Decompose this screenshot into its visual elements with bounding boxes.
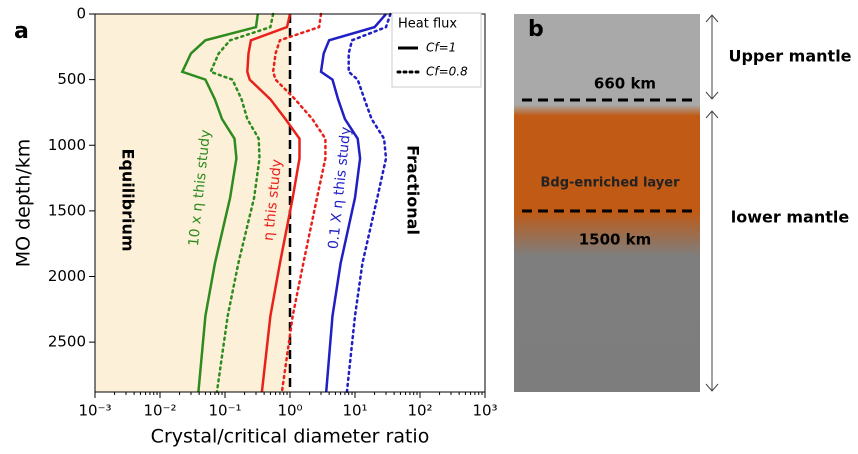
legend-label: Cf=1	[426, 41, 456, 55]
layer-label: Bdg-enriched layer	[541, 176, 681, 191]
x-tick-label: 10⁰	[277, 402, 302, 420]
series-line	[246, 13, 301, 393]
series-line	[180, 13, 260, 393]
y-tick-label: 1000	[48, 136, 86, 154]
region-label: lower mantle	[731, 208, 850, 227]
legend-box	[391, 12, 482, 88]
diagram-b: b 660 km Bdg-enriched layer 1500 km Uppe…	[514, 14, 852, 392]
mantle-column	[514, 14, 700, 392]
y-tick-label: 1500	[48, 201, 86, 219]
legend-title: Heat flux	[398, 17, 457, 32]
y-tick-label: 2500	[48, 333, 86, 351]
annotation: Fractional	[404, 145, 423, 235]
series-line	[271, 12, 327, 394]
x-tick-label: 10⁻³	[78, 402, 111, 420]
range-arrows	[705, 14, 719, 392]
y-axis-label: MO depth/km	[13, 139, 35, 268]
shade-region	[95, 14, 290, 392]
series-line	[345, 12, 392, 394]
region-label: Upper mantle	[728, 47, 851, 66]
y-tick-label: 500	[57, 70, 86, 88]
panel-label: b	[528, 17, 544, 42]
series-line	[208, 12, 275, 394]
x-axis-label: Crystal/critical diameter ratio	[151, 426, 430, 448]
y-tick-label: 0	[76, 5, 86, 23]
axes-frame	[94, 13, 486, 393]
panel-label: a	[14, 19, 29, 44]
x-tick-label: 10²	[407, 402, 432, 420]
x-tick-label: 10¹	[342, 402, 367, 420]
x-tick-label: 10⁻¹	[208, 402, 241, 420]
series-line	[319, 13, 387, 393]
plot-a: 10⁻³ 10⁻² 10⁻¹ 10⁰ 10¹ 10² 10³ 0 500 1000 1500 2000…	[13, 5, 498, 448]
annotation: Equilibrium	[119, 148, 138, 251]
x-tick-label: 10⁻²	[143, 402, 176, 420]
annotation: 0.1 X η this study	[326, 126, 355, 250]
depth-label: 1500 km	[579, 231, 652, 249]
legend-label: Cf=0.8	[426, 65, 468, 79]
y-tick-label: 2000	[48, 267, 86, 285]
depth-label: 660 km	[594, 75, 656, 93]
x-tick-label: 10³	[472, 402, 497, 420]
